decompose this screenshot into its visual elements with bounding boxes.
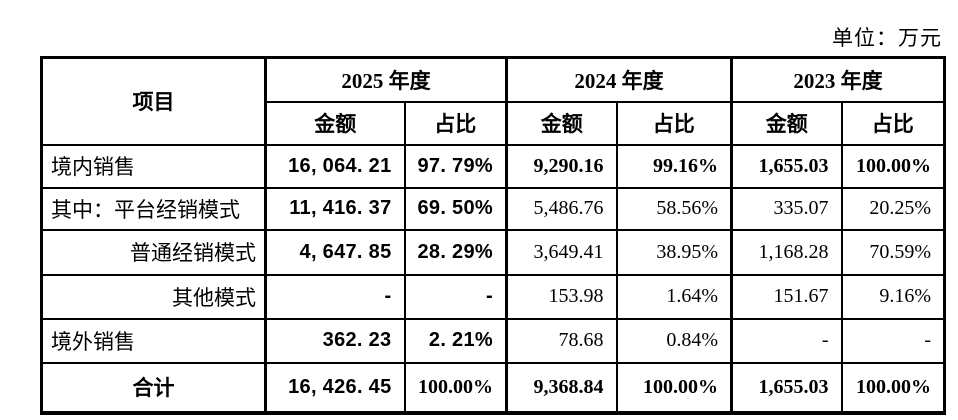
cell-2024-ratio: 38.95% [615,228,733,276]
cell-2025-ratio: 100.00% [403,361,508,414]
cell-2025-amount: - [264,273,406,320]
row-label: 其他模式 [40,273,267,320]
cell-2025-ratio: - [403,273,508,320]
header-year-2023: 2023 年度 [730,56,946,103]
row-label: 境内销售 [40,143,267,189]
cell-2025-ratio: 97. 79% [403,143,508,189]
cell-2023-ratio: - [840,317,946,364]
cell-2025-ratio: 69. 50% [403,186,508,231]
cell-2025-ratio: 28. 29% [403,228,508,276]
header-ratio-2023: 占比 [840,100,946,146]
header-row-years: 项目 2025 年度 2024 年度 2023 年度 [40,56,946,146]
cell-2024-ratio: 99.16% [615,143,733,189]
cell-2025-amount: 16, 426. 45 [264,361,406,414]
cell-2023-amount: 151.67 [730,273,843,320]
sales-breakdown-table: 项目 2025 年度 2024 年度 2023 年度 金额 占比 金额 占比 金… [40,56,946,415]
header-ratio-2025: 占比 [403,100,508,146]
row-label: 境外销售 [40,317,267,364]
header-year-2024: 2024 年度 [505,56,733,103]
cell-2024-amount: 3,649.41 [505,228,618,276]
header-amount-2025: 金额 [264,100,406,146]
cell-2025-amount: 362. 23 [264,317,406,364]
row-label: 普通经销模式 [40,228,267,276]
table-row-overseas-sales: 境外销售 362. 23 2. 21% 78.68 0.84% - - [40,317,946,364]
cell-2023-amount: 1,655.03 [730,143,843,189]
row-label: 合计 [40,361,267,414]
cell-2024-amount: 9,290.16 [505,143,618,189]
row-label: 其中：平台经销模式 [40,186,267,231]
cell-2023-amount: 1,655.03 [730,361,843,414]
cell-2023-ratio: 20.25% [840,186,946,231]
cell-2024-amount: 5,486.76 [505,186,618,231]
cell-2024-amount: 78.68 [505,317,618,364]
cell-2025-ratio: 2. 21% [403,317,508,364]
cell-2024-amount: 153.98 [505,273,618,320]
table-row-domestic-sales: 境内销售 16, 064. 21 97. 79% 9,290.16 99.16%… [40,143,946,189]
cell-2023-ratio: 9.16% [840,273,946,320]
header-amount-2024: 金额 [505,100,618,146]
header-row-subcolumns: 金额 占比 金额 占比 金额 占比 [42,100,946,146]
table-row-platform-distribution: 其中：平台经销模式 11, 416. 37 69. 50% 5,486.76 5… [40,186,946,231]
header-amount-2023: 金额 [730,100,843,146]
cell-2024-ratio: 100.00% [615,361,733,414]
cell-2023-amount: 1,168.28 [730,228,843,276]
cell-2025-amount: 4, 647. 85 [264,228,406,276]
cell-2023-ratio: 70.59% [840,228,946,276]
unit-label: 单位：万元 [832,26,942,50]
cell-2025-amount: 11, 416. 37 [264,186,406,231]
table-row-other-modes: 其他模式 - - 153.98 1.64% 151.67 9.16% [40,273,946,320]
cell-2023-ratio: 100.00% [840,361,946,414]
cell-2024-ratio: 0.84% [615,317,733,364]
cell-2025-amount: 16, 064. 21 [264,143,406,189]
cell-2023-amount: 335.07 [730,186,843,231]
cell-2023-amount: - [730,317,843,364]
cell-2024-ratio: 58.56% [615,186,733,231]
table-row-ordinary-distribution: 普通经销模式 4, 647. 85 28. 29% 3,649.41 38.95… [40,228,946,276]
cell-2023-ratio: 100.00% [840,143,946,189]
header-item-column: 项目 [40,56,267,146]
header-ratio-2024: 占比 [615,100,733,146]
table-row-total: 合计 16, 426. 45 100.00% 9,368.84 100.00% … [40,361,946,414]
header-year-2025: 2025 年度 [264,56,508,103]
cell-2024-amount: 9,368.84 [505,361,618,414]
cell-2024-ratio: 1.64% [615,273,733,320]
